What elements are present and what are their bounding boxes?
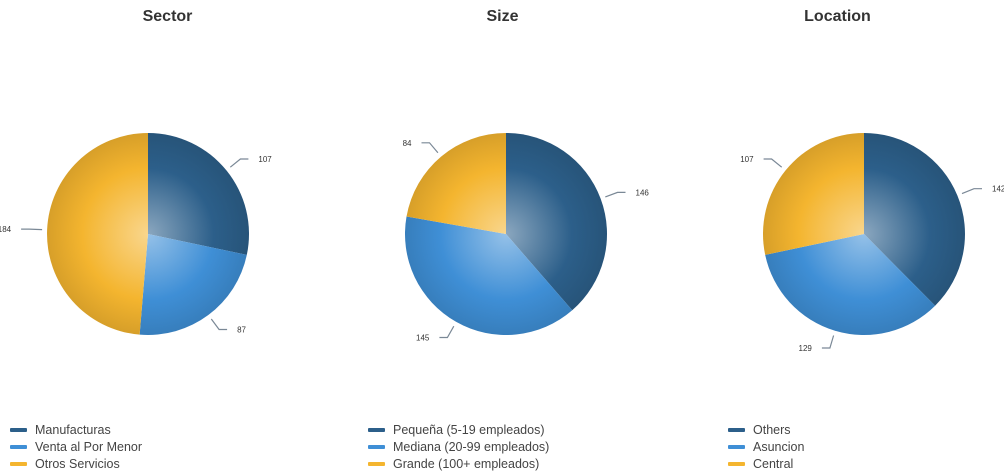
location-title: Location bbox=[804, 8, 871, 25]
data-label-1: 129 bbox=[799, 344, 813, 353]
leader-line-1 bbox=[821, 335, 835, 349]
legend-swatch bbox=[10, 461, 27, 466]
legend-label: Others bbox=[753, 422, 791, 437]
legend-item[interactable]: Mediana (20-99 empleados) bbox=[368, 438, 549, 455]
legend-swatch bbox=[368, 444, 385, 449]
leader-line-2 bbox=[763, 158, 783, 168]
legend-label: Mediana (20-99 empleados) bbox=[393, 439, 550, 454]
data-label-2: 107 bbox=[740, 155, 754, 164]
legend-swatch bbox=[368, 461, 385, 466]
data-label-0: 146 bbox=[636, 188, 650, 197]
legend-label: Venta al Por Menor bbox=[35, 439, 143, 454]
data-label-0: 142 bbox=[992, 185, 1004, 194]
location-legend: Others Asuncion Central bbox=[728, 421, 804, 472]
legend-item[interactable]: Otros Servicios bbox=[10, 455, 142, 472]
leader-line-2 bbox=[421, 142, 439, 154]
legend-swatch bbox=[368, 427, 385, 432]
legend-item[interactable]: Manufacturas bbox=[10, 421, 142, 438]
legend-swatch bbox=[10, 444, 27, 449]
data-label-0: 107 bbox=[258, 155, 272, 164]
sector-legend: Manufacturas Venta al Por Menor Otros Se… bbox=[10, 421, 142, 472]
legend-item[interactable]: Grande (100+ empleados) bbox=[368, 455, 549, 472]
leader-line-0 bbox=[605, 191, 626, 198]
leader-line-0 bbox=[961, 188, 982, 195]
legend-label: Central bbox=[753, 456, 794, 471]
location-panel: Location 142 129 107 Others Asuncion Centr… bbox=[670, 0, 1004, 473]
size-pie-chart: 146 145 84 bbox=[403, 133, 650, 343]
data-label-1: 87 bbox=[237, 326, 246, 335]
legend-label: Otros Servicios bbox=[35, 456, 120, 471]
legend-swatch bbox=[728, 444, 745, 449]
legend-item[interactable]: Venta al Por Menor bbox=[10, 438, 142, 455]
pie-slice-1[interactable] bbox=[139, 234, 247, 335]
legend-label: Manufacturas bbox=[35, 422, 111, 437]
pie-slice-0[interactable] bbox=[148, 133, 250, 255]
legend-label: Grande (100+ empleados) bbox=[393, 456, 540, 471]
legend-item[interactable]: Others bbox=[728, 421, 804, 438]
legend-label: Pequeña (5-19 empleados) bbox=[393, 422, 545, 437]
pie-slice-1[interactable] bbox=[765, 234, 936, 335]
leader-line-0 bbox=[229, 158, 249, 168]
legend-swatch bbox=[728, 427, 745, 432]
leader-line-1 bbox=[210, 318, 228, 331]
size-title: Size bbox=[486, 8, 519, 25]
pie-slice-2[interactable] bbox=[47, 133, 149, 335]
leader-line-1 bbox=[439, 325, 455, 339]
legend-label: Asuncion bbox=[753, 439, 805, 454]
data-label-2: 184 bbox=[0, 225, 12, 234]
size-legend: Pequeña (5-19 empleados) Mediana (20-99 … bbox=[368, 421, 549, 472]
location-pie-chart: 142 129 107 bbox=[740, 133, 1004, 353]
legend-item[interactable]: Central bbox=[728, 455, 804, 472]
sector-pie-chart: 107 87 184 bbox=[0, 133, 272, 335]
legend-item[interactable]: Asuncion bbox=[728, 438, 804, 455]
sector-panel: Sector 107 87 184 Manufacturas Venta al Po… bbox=[0, 0, 335, 473]
data-label-1: 145 bbox=[416, 334, 430, 343]
legend-swatch bbox=[728, 461, 745, 466]
pie-slice-1[interactable] bbox=[404, 216, 573, 336]
pie-slice-0[interactable] bbox=[864, 133, 965, 306]
sector-title: Sector bbox=[142, 8, 193, 25]
pie-slice-2[interactable] bbox=[762, 133, 864, 255]
pie-slice-2[interactable] bbox=[406, 133, 506, 234]
size-panel: Size 146 145 84 Pequeña (5-19 empleados) M… bbox=[335, 0, 670, 473]
legend-swatch bbox=[10, 427, 27, 432]
pie-slice-0[interactable] bbox=[506, 133, 608, 311]
leader-line-2 bbox=[21, 228, 43, 231]
data-label-2: 84 bbox=[403, 139, 412, 148]
legend-item[interactable]: Pequeña (5-19 empleados) bbox=[368, 421, 549, 438]
